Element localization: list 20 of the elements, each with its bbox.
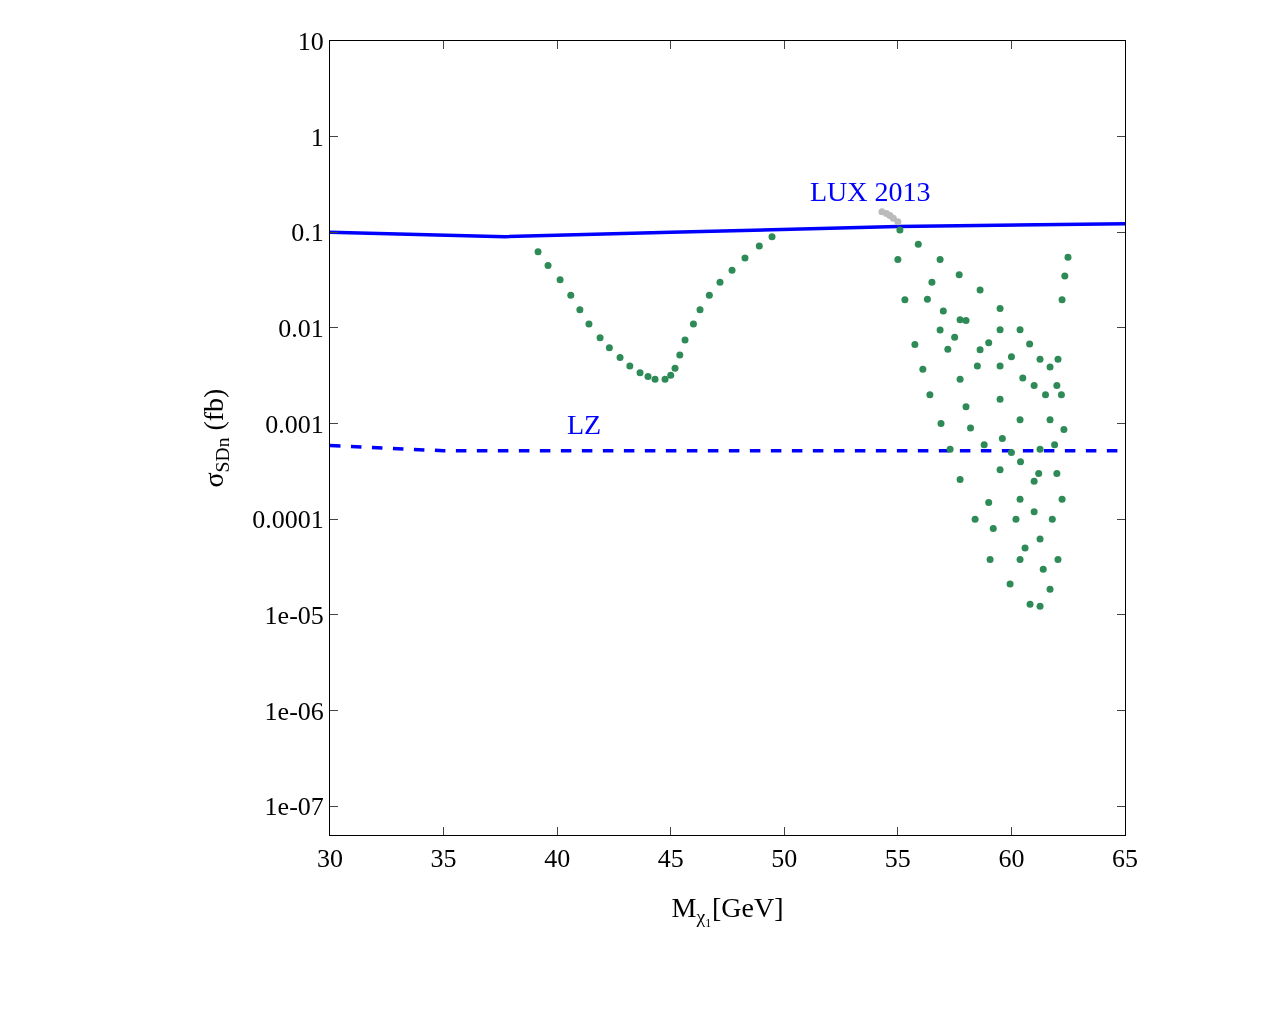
annotation: LUX 2013: [810, 176, 931, 207]
x-tick-label: 60: [998, 844, 1025, 874]
x-tick-label: 55: [884, 844, 911, 874]
x-tick-label: 50: [771, 844, 798, 874]
y-tick-label: 0.001: [265, 409, 324, 439]
annotation: LZ: [567, 409, 602, 440]
x-tick-label: 65: [1112, 844, 1138, 874]
x-tick-label: 45: [657, 844, 684, 874]
y-tick-label: 1e-05: [264, 601, 324, 630]
y-tick-label: 0.01: [278, 314, 324, 344]
y-tick-label: 1e-06: [264, 696, 324, 726]
x-tick-label: 40: [544, 844, 571, 874]
x-tick-label: 30: [317, 844, 343, 874]
y-tick-label: 1e-07: [264, 792, 324, 822]
x-tick-label: 35: [430, 844, 457, 874]
x-axis-title: M$_{χ₁}$[GeV]: [671, 892, 784, 928]
y-tick-label: 0.1: [291, 218, 324, 248]
y-tick-label: 1: [310, 122, 324, 152]
y-tick-label: 0.0001: [252, 505, 324, 535]
y-tick-label: 10: [297, 27, 324, 57]
